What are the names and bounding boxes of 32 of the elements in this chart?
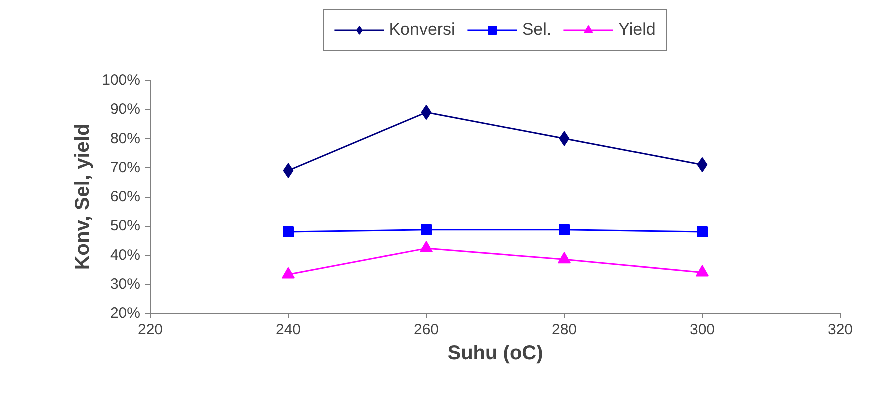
x-tick-label: 300: [690, 322, 716, 338]
y-tick-label: 60%: [110, 188, 141, 206]
point: [421, 224, 432, 236]
x-tick-label: 260: [414, 322, 440, 338]
point: [697, 157, 708, 172]
legend-label: Yield: [618, 20, 656, 40]
x-tick-label: 280: [552, 322, 578, 338]
y-tick-label: 30%: [110, 276, 141, 293]
y-tick-label: 90%: [110, 101, 141, 118]
point: [558, 252, 571, 264]
legend-label: Konversi: [389, 20, 456, 40]
y-tick-label: 20%: [110, 305, 141, 322]
point: [696, 265, 709, 277]
point: [559, 224, 570, 236]
point: [559, 131, 570, 146]
point: [697, 226, 708, 238]
y-axis-title: Konv, Sel, yield: [72, 124, 94, 270]
x-axis-title: Suhu (oC): [448, 342, 544, 364]
legend-label: Sel.: [522, 20, 552, 40]
y-tick-label: 40%: [110, 246, 141, 264]
x-tick-label: 240: [276, 322, 302, 338]
point: [282, 267, 295, 279]
y-tick-label: 50%: [110, 218, 141, 235]
point: [283, 226, 294, 238]
y-tick-label: 100%: [102, 72, 141, 89]
y-tick-label: 70%: [110, 159, 141, 176]
x-tick-label: 320: [828, 322, 854, 338]
x-tick-label: 220: [138, 322, 164, 338]
point: [283, 163, 294, 178]
point: [421, 105, 432, 120]
point: [420, 241, 433, 253]
y-tick-label: 80%: [110, 130, 141, 148]
